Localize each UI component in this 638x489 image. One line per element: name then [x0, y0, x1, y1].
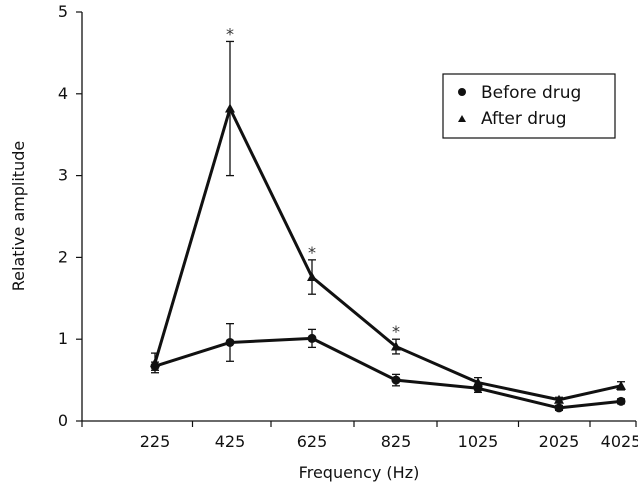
data-point [391, 341, 401, 351]
significance-marker: * [392, 322, 400, 341]
x-ticks: 225 425 625 825 1025 2025 4025 [81, 421, 638, 451]
significance-marker: * [308, 243, 316, 262]
y-tick-label: 2 [58, 247, 68, 266]
data-point [616, 380, 626, 390]
data-point [307, 272, 317, 282]
x-tick-label: 1025 [458, 432, 499, 451]
legend: Before drug After drug [442, 73, 616, 139]
data-point [225, 103, 235, 113]
data-point [473, 377, 483, 387]
y-tick-label: 1 [58, 329, 68, 348]
significance-marker: * [226, 24, 234, 43]
annotation-layer: * * * [226, 24, 400, 341]
axes [81, 12, 636, 422]
y-tick-label: 4 [58, 84, 68, 103]
x-tick-label: 625 [297, 432, 328, 451]
legend-box [442, 73, 616, 139]
y-tick-label: 5 [58, 2, 68, 21]
data-point [554, 403, 564, 413]
x-tick-label: 225 [140, 432, 171, 451]
series-after-drug [150, 40, 626, 404]
x-tick-label: 4025 [601, 432, 638, 451]
series-layer [150, 40, 626, 413]
legend-marker-after [458, 115, 466, 122]
series-line [153, 107, 622, 402]
y-tick-label: 0 [58, 411, 68, 430]
x-axis-title: Frequency (Hz) [299, 463, 420, 482]
x-tick-label: 2025 [539, 432, 580, 451]
y-axis-title: Relative amplitude [9, 141, 28, 291]
y-tick-label: 3 [58, 166, 68, 185]
data-point [225, 337, 235, 347]
legend-marker-before [458, 88, 466, 96]
legend-label-after: After drug [481, 109, 567, 129]
x-tick-label: 825 [381, 432, 412, 451]
legend-label-before: Before drug [481, 83, 581, 103]
x-tick-label: 425 [215, 432, 246, 451]
y-ticks: 0 1 2 3 4 5 [58, 2, 82, 430]
data-point [150, 357, 160, 367]
data-point [554, 394, 564, 404]
data-point [616, 396, 626, 406]
data-point [391, 375, 401, 385]
data-point [307, 333, 317, 343]
